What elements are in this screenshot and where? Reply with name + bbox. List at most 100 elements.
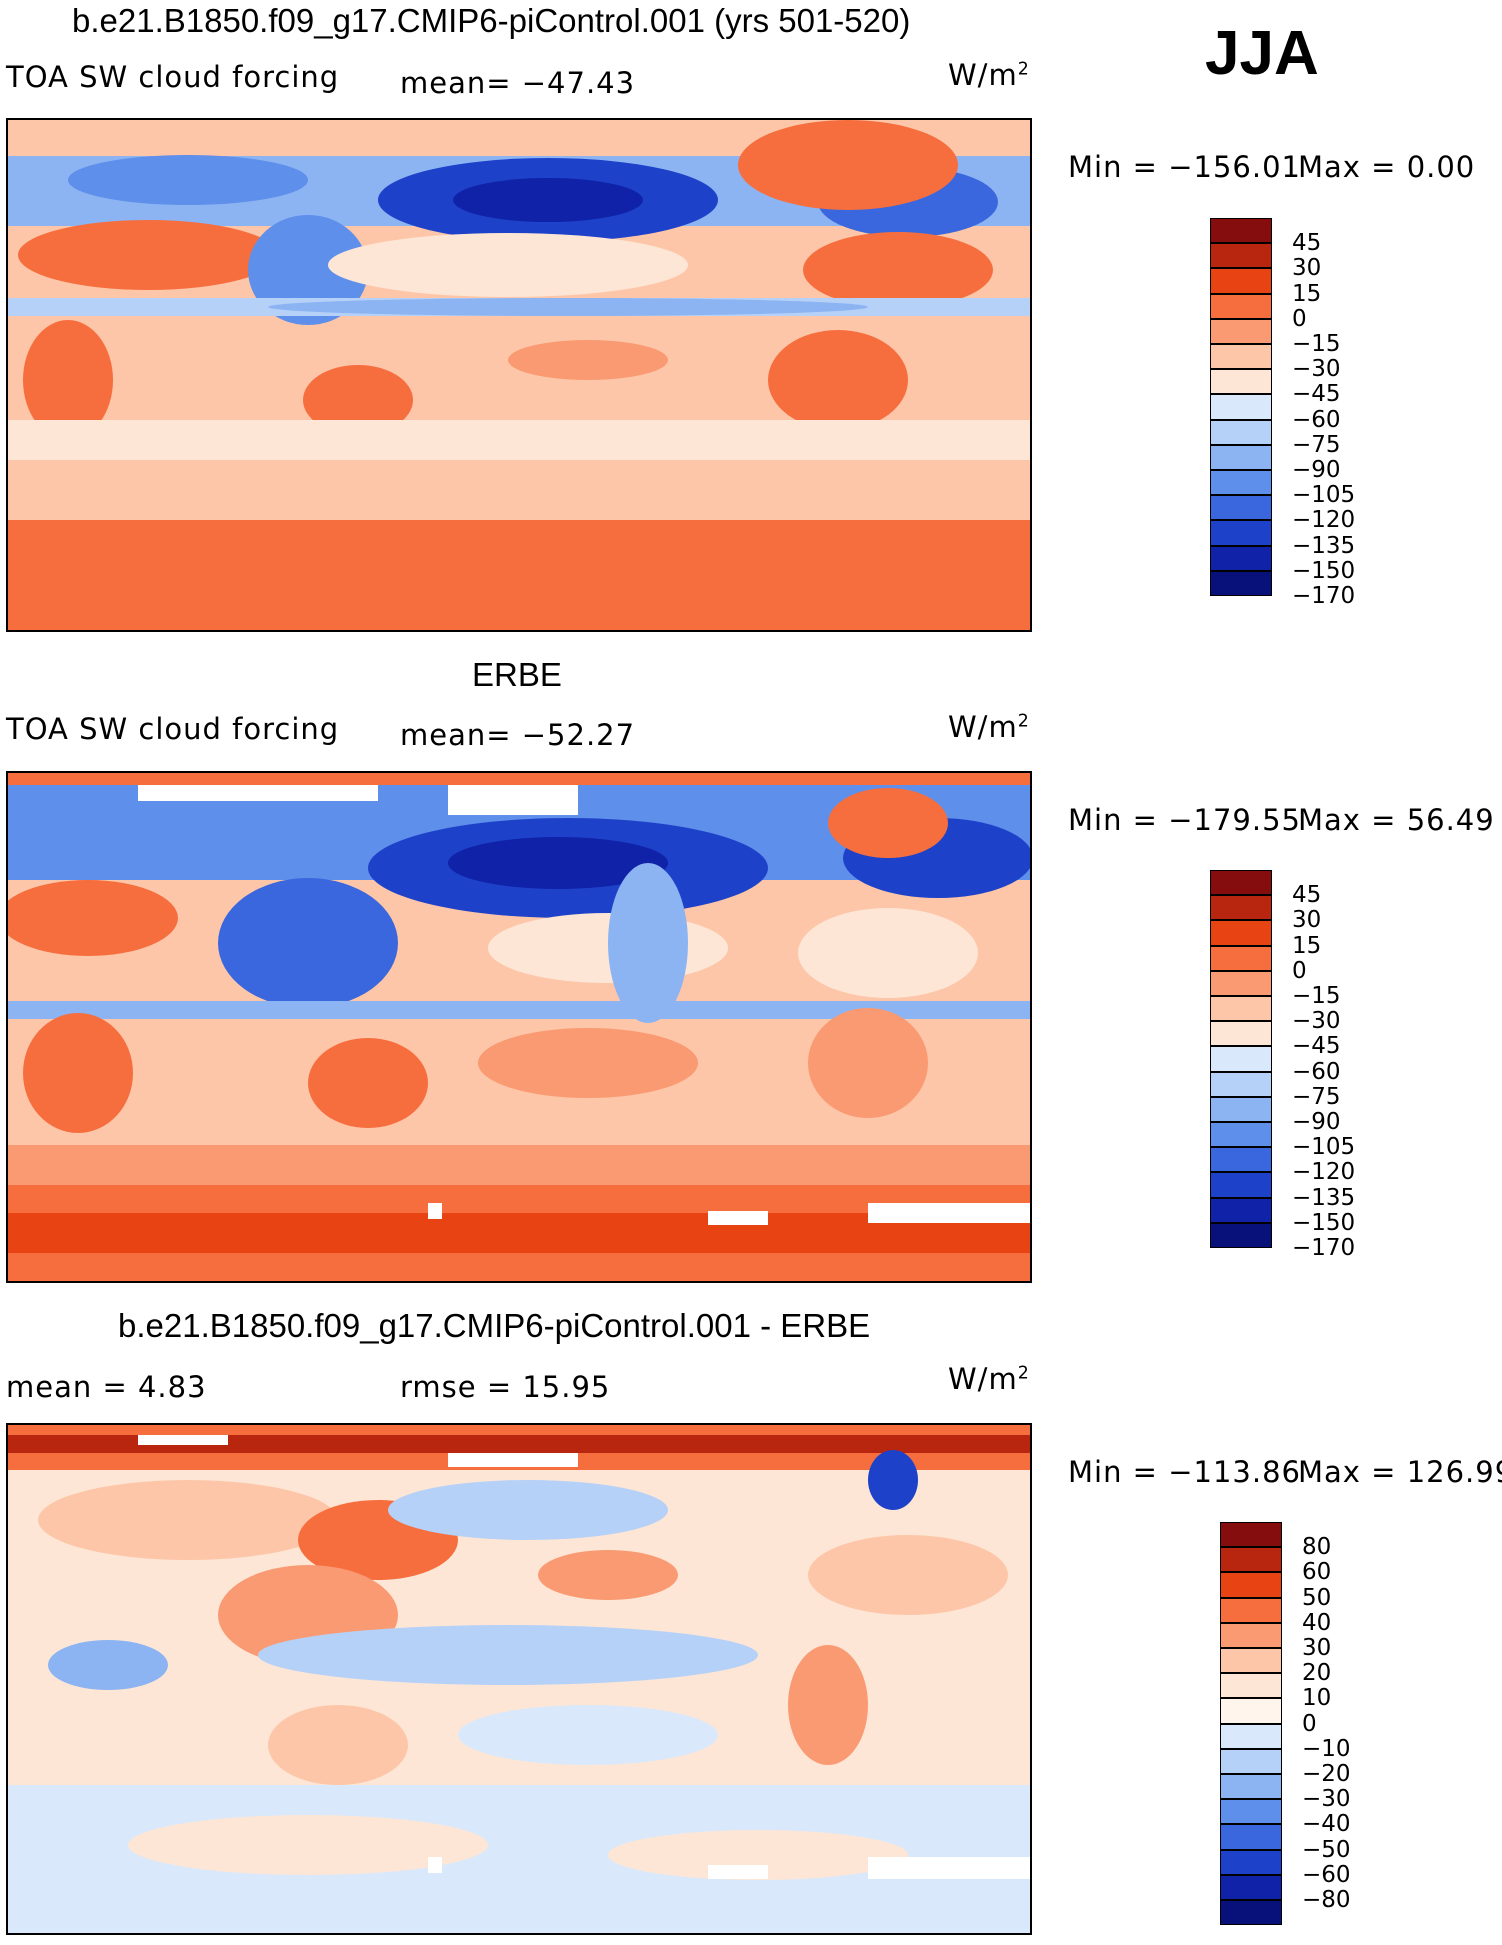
colorbar-swatch [1220,1723,1282,1749]
colorbar-tick-label: 15 [1292,280,1322,307]
colorbar-tick-label: 30 [1302,1635,1332,1661]
panel3-colorbar: 80 60 50 40 30 20 10 0 −10 −20 −30 −40 −50 −60 −80 [1220,1522,1380,1932]
panel3-map [6,1423,1032,1935]
colorbar-tick-label: −80 [1302,1887,1351,1913]
colorbar-tick-label: −30 [1292,1008,1341,1035]
colorbar-swatch [1210,419,1272,445]
colorbar-swatch [1210,1071,1272,1097]
colorbar-swatch [1210,1197,1272,1223]
colorbar-tick-label: −120 [1292,507,1356,534]
panel1-units: W/m2 [948,58,1030,92]
panel2-map-field [8,773,1030,1281]
colorbar-swatch [1220,1900,1282,1926]
colorbar-swatch [1220,1874,1282,1900]
colorbar-tick-label: −40 [1302,1811,1351,1838]
colorbar-tick-label: −45 [1292,381,1341,408]
panel3-rmse-label: rmse = 15.95 [400,1370,611,1404]
colorbar-swatch [1220,1698,1282,1724]
colorbar-tick-label: −45 [1292,1033,1341,1060]
colorbar-swatch [1220,1824,1282,1850]
colorbar-tick-label: 80 [1302,1534,1332,1561]
colorbar-swatch [1210,970,1272,996]
colorbar-swatch [1220,1622,1282,1648]
panel3-title: b.e21.B1850.f09_g17.CMIP6-piControl.001 … [118,1307,871,1344]
colorbar-swatch [1210,394,1272,420]
colorbar-swatch [1210,1046,1272,1072]
colorbar-swatch [1220,1522,1282,1548]
colorbar-swatch [1220,1799,1282,1825]
colorbar-swatch [1210,369,1272,395]
panel1-max-label: Max = 0.00 [1298,150,1476,184]
panel2-variable-label: TOA SW cloud forcing [6,712,340,746]
panel2-mean-label: mean= −52.27 [400,718,636,752]
colorbar-tick-label: −50 [1302,1836,1351,1863]
colorbar-tick-label: −90 [1292,1109,1341,1135]
colorbar-swatch [1210,293,1272,319]
colorbar-tick-label: −60 [1302,1861,1351,1888]
colorbar-tick-label: 20 [1302,1660,1332,1687]
colorbar-swatch [1210,870,1272,896]
panel1-min-label: Min = −156.01 [1068,150,1301,184]
colorbar-tick-label: −30 [1302,1786,1351,1813]
colorbar-tick-label: −75 [1292,1083,1341,1110]
colorbar-tick-label: −135 [1292,532,1356,559]
panel3-min-label: Min = −113.86 [1068,1455,1301,1489]
colorbar-swatch [1210,545,1272,571]
colorbar-tick-label: 40 [1302,1609,1332,1636]
colorbar-tick-label: −105 [1292,482,1356,509]
colorbar-tick-label: −10 [1302,1735,1351,1762]
panel3-units: W/m2 [948,1362,1030,1396]
colorbar-swatch [1210,895,1272,921]
colorbar-swatch [1210,243,1272,269]
panel1-mean-label: mean= −47.43 [400,66,636,100]
panel1-map [6,118,1032,632]
colorbar-swatch [1210,1222,1272,1248]
colorbar-swatch [1220,1597,1282,1623]
panel2-map [6,771,1032,1283]
colorbar-swatch [1210,996,1272,1022]
panel1-colorbar: 45 30 15 0 −15 −30 −45 −60 −75 −90 −105 −120 −135 −15… [1210,218,1370,622]
colorbar-swatch [1220,1673,1282,1699]
panel2-max-label: Max = 56.49 [1298,803,1495,837]
panel1-map-field [8,120,1030,630]
colorbar-tick-label: −90 [1292,457,1341,483]
colorbar-tick-label: −170 [1292,1235,1356,1261]
panel2-colorbar: 45 30 15 0 −15 −30 −45 −60 −75 −90 −105 −120 −135 −15… [1210,870,1370,1274]
panel3-mean-label: mean = 4.83 [6,1370,207,1404]
colorbar-tick-label: −15 [1292,983,1341,1009]
colorbar-tick-label: −75 [1292,431,1341,458]
colorbar-tick-label: 0 [1302,1710,1317,1737]
colorbar-tick-label: −150 [1292,557,1356,584]
colorbar-swatch [1220,1774,1282,1800]
panel3-max-label: Max = 126.99 [1298,1455,1502,1489]
colorbar-tick-label: −135 [1292,1184,1356,1211]
colorbar-swatch [1220,1748,1282,1774]
colorbar-swatch [1220,1849,1282,1875]
colorbar-swatch [1210,945,1272,971]
colorbar-swatch [1210,1172,1272,1198]
colorbar-tick-label: −60 [1292,1058,1341,1085]
colorbar-swatch [1210,344,1272,370]
colorbar-tick-label: −20 [1302,1761,1351,1787]
season-label: JJA [1205,19,1319,88]
colorbar-swatch [1210,470,1272,496]
colorbar-swatch [1210,920,1272,946]
colorbar-tick-label: −60 [1292,406,1341,433]
colorbar-tick-label: −150 [1292,1209,1356,1236]
colorbar-tick-label: 60 [1302,1559,1332,1586]
colorbar-swatch [1210,1096,1272,1122]
colorbar-swatch [1210,218,1272,244]
colorbar-tick-label: 45 [1292,230,1322,257]
colorbar-tick-label: −30 [1292,356,1341,383]
colorbar-tick-label: 50 [1302,1584,1332,1611]
colorbar-tick-label: −120 [1292,1159,1356,1186]
colorbar-swatch [1220,1547,1282,1573]
colorbar-tick-label: −105 [1292,1134,1356,1161]
panel2-min-label: Min = −179.55 [1068,803,1301,837]
colorbar-swatch [1210,444,1272,470]
colorbar-tick-label: 30 [1292,907,1322,934]
colorbar-swatch [1210,495,1272,521]
colorbar-tick-label: 45 [1292,882,1322,909]
colorbar-swatch [1210,570,1272,596]
panel1-title: b.e21.B1850.f09_g17.CMIP6-piControl.001 … [72,2,911,39]
